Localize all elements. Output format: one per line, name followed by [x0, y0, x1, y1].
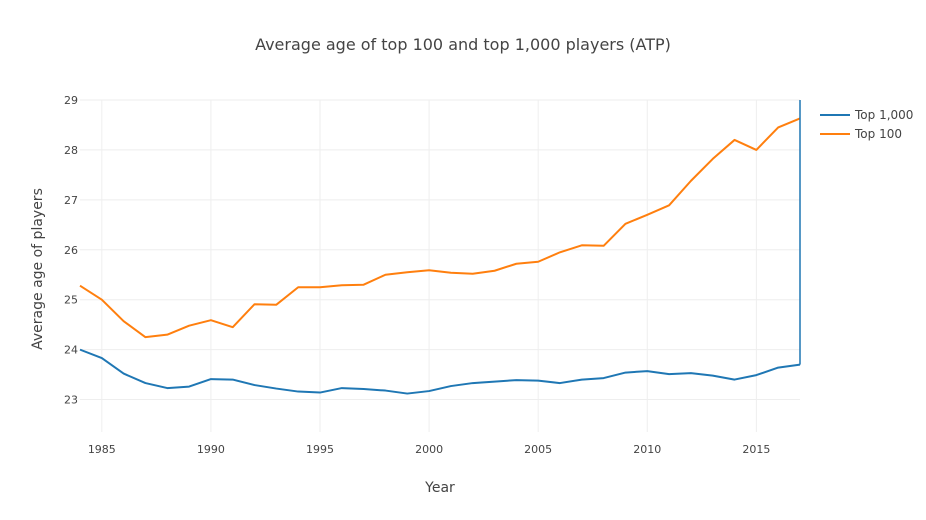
legend: Top 1,000 Top 100	[820, 108, 913, 141]
y-tick-label: 25	[64, 294, 78, 307]
x-tick-label: 1995	[306, 443, 334, 456]
x-tick-label: 2005	[524, 443, 552, 456]
tick-labels: 1985 1990 1995 2000 2005 2010 2015 23 24 25 26 27 28…	[64, 94, 770, 456]
legend-label: Top 100	[854, 127, 902, 141]
grid	[80, 99, 800, 432]
x-tick-label: 2000	[415, 443, 443, 456]
y-tick-label: 29	[64, 94, 78, 107]
y-tick-label: 26	[64, 244, 78, 257]
x-tick-label: 1990	[197, 443, 225, 456]
y-tick-label: 27	[64, 194, 78, 207]
series-line-top-100	[79, 117, 801, 339]
series	[79, 100, 801, 395]
y-tick-label: 23	[64, 394, 78, 407]
legend-item[interactable]: Top 1,000	[820, 108, 913, 122]
x-tick-label: 2015	[742, 443, 770, 456]
chart-title: Average age of top 100 and top 1,000 pla…	[255, 35, 671, 54]
y-tick-label: 28	[64, 144, 78, 157]
x-tick-label: 2010	[633, 443, 661, 456]
legend-item[interactable]: Top 100	[820, 127, 902, 141]
y-tick-label: 24	[64, 344, 78, 357]
x-tick-label: 1985	[88, 443, 116, 456]
y-axis-title: Average age of players	[30, 188, 46, 350]
x-axis-title: Year	[424, 480, 455, 496]
series-line-top-1000	[79, 348, 801, 395]
legend-label: Top 1,000	[854, 108, 913, 122]
